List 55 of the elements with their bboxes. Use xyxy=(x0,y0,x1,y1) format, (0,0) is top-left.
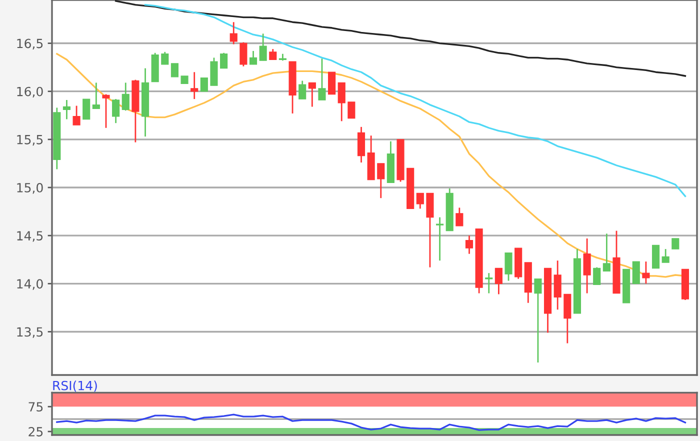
candlestick xyxy=(642,260,650,284)
line-series xyxy=(144,4,686,197)
candlestick xyxy=(485,272,493,294)
candlestick xyxy=(632,261,640,284)
y-tick-label: 25 xyxy=(28,426,43,436)
candlestick xyxy=(494,268,502,295)
candlestick xyxy=(377,162,385,199)
y-tick-label: 16,5 xyxy=(17,38,43,50)
y-tick-label: 15,5 xyxy=(17,135,43,146)
candlestick xyxy=(249,50,258,66)
y-tick-label: 14,5 xyxy=(17,231,43,242)
candlestick xyxy=(190,71,198,100)
candlestick xyxy=(102,94,110,129)
candlestick xyxy=(348,101,356,119)
candlestick xyxy=(593,266,601,286)
candlestick xyxy=(662,248,670,264)
y-tick-label: 16,0 xyxy=(17,86,43,98)
y-tick-label: 75 xyxy=(28,402,43,412)
y-tick-label: 13,5 xyxy=(17,327,43,338)
candlestick xyxy=(416,192,424,210)
candlestick xyxy=(122,82,130,112)
candlestick xyxy=(308,82,316,108)
candlestick xyxy=(161,51,169,66)
candlestick xyxy=(328,72,336,95)
y-tick-label: 14,0 xyxy=(17,279,43,290)
candlestick xyxy=(338,82,346,122)
candlestick xyxy=(298,80,306,100)
candlestick xyxy=(170,63,179,78)
candlestick xyxy=(240,42,248,68)
candlestick xyxy=(259,32,267,62)
line-series xyxy=(56,414,686,431)
line-series xyxy=(114,0,686,77)
candlestick xyxy=(112,98,120,124)
candlestick xyxy=(220,52,228,69)
candlestick xyxy=(200,78,208,92)
candlestick xyxy=(82,98,90,120)
candlestick xyxy=(357,126,366,164)
candlestick xyxy=(269,48,277,60)
candlestick xyxy=(230,21,238,45)
candlestick xyxy=(72,105,80,126)
candlestick xyxy=(583,238,591,294)
candlestick xyxy=(92,82,100,110)
chart-title: RSI(14) xyxy=(53,380,97,392)
candlestick xyxy=(62,99,71,120)
candlestick xyxy=(465,234,474,255)
candlestick xyxy=(504,252,512,282)
candlestick xyxy=(318,58,326,101)
candlestick xyxy=(534,278,542,364)
candlestick xyxy=(602,232,610,272)
candlestick xyxy=(456,206,464,227)
candlestick xyxy=(436,216,444,262)
candlestick xyxy=(652,244,660,269)
candlestick xyxy=(672,238,680,250)
candlestick xyxy=(554,260,562,310)
y-tick-label: 15,0 xyxy=(17,182,43,194)
